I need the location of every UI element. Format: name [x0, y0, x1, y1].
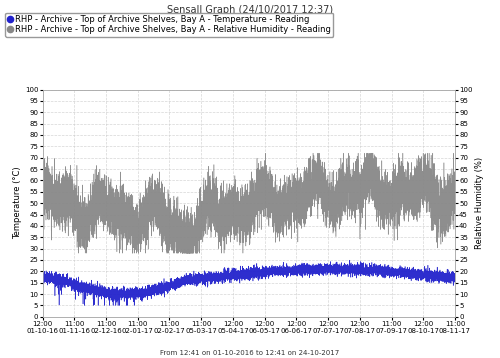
Legend: RHP - Archive - Top of Archive Shelves, Bay A - Temperature - Reading, RHP - Arc: RHP - Archive - Top of Archive Shelves, …	[5, 13, 334, 37]
Y-axis label: Relative Humidity (%): Relative Humidity (%)	[476, 157, 484, 249]
Text: SensaII Graph (24/10/2017 12:37): SensaII Graph (24/10/2017 12:37)	[167, 5, 333, 15]
Y-axis label: Temperature (°C): Temperature (°C)	[13, 167, 22, 240]
Text: From 12:41 on 01-10-2016 to 12:41 on 24-10-2017: From 12:41 on 01-10-2016 to 12:41 on 24-…	[160, 350, 340, 356]
